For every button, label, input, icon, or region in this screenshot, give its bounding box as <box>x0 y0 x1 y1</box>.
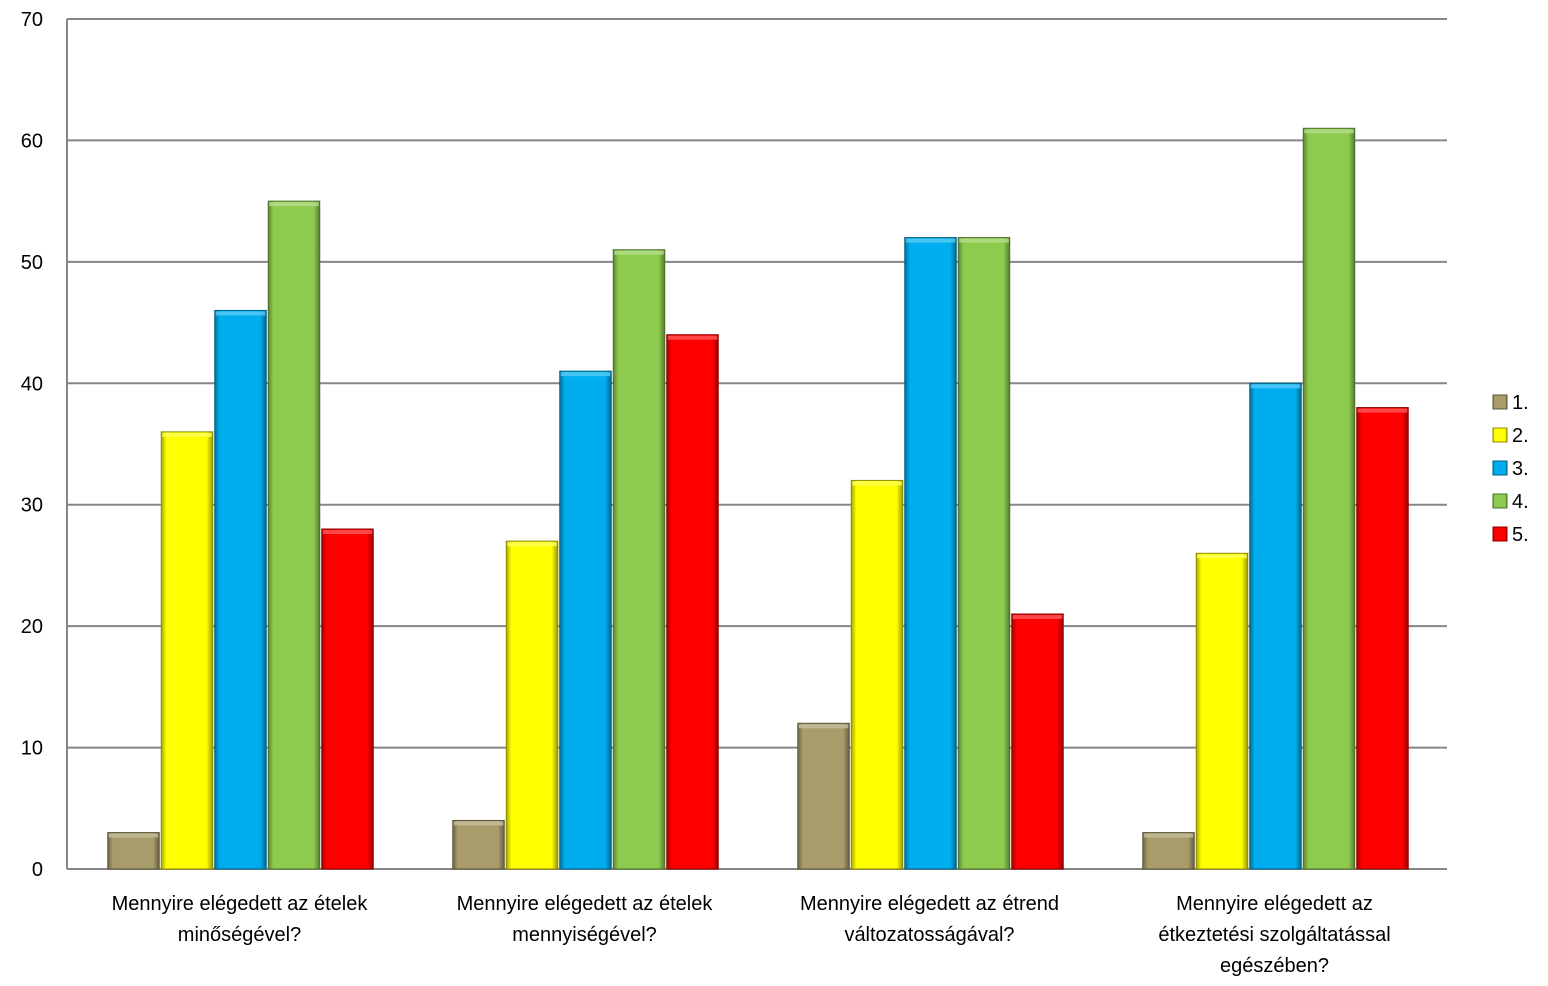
bar <box>559 370 612 870</box>
axis-labels: 0 10 20 30 40 50 60 70 Mennyire elégedett az éte… <box>21 9 1391 977</box>
legend-entry: 1. <box>1492 392 1529 414</box>
bar <box>267 200 321 870</box>
legend: 1. 2. 3. 4. 5. <box>1492 392 1529 546</box>
legend-entry: 4. <box>1492 491 1529 513</box>
bar <box>612 249 666 870</box>
x-tick-label: Mennyire elégedett az ételek minőségével? <box>112 893 369 946</box>
bar <box>1195 552 1249 870</box>
legend-swatch <box>1492 394 1508 410</box>
y-tick-label: 10 <box>21 738 43 760</box>
legend-label: 4. <box>1512 491 1529 513</box>
legend-entry: 3. <box>1492 458 1529 480</box>
y-tick-label: 50 <box>21 252 43 274</box>
x-tick-label: Mennyire elégedett az étkeztetési szolgál… <box>1158 893 1390 977</box>
bar <box>957 237 1011 870</box>
y-tick-label: 60 <box>21 130 43 152</box>
legend-swatch <box>1492 526 1508 542</box>
bars <box>107 127 1409 870</box>
legend-label: 2. <box>1512 425 1529 447</box>
legend-label: 3. <box>1512 458 1529 480</box>
bar <box>505 540 559 870</box>
legend-swatch <box>1492 427 1508 443</box>
legend-swatch <box>1492 493 1508 509</box>
x-tick-label: Mennyire elégedett az étrend változatossá… <box>800 893 1059 946</box>
legend-label: 5. <box>1512 524 1529 546</box>
bar <box>1356 407 1409 870</box>
y-tick-label: 40 <box>21 373 43 395</box>
bar <box>1142 832 1195 870</box>
bar <box>1302 127 1356 870</box>
legend-swatch <box>1492 460 1508 476</box>
legend-entry: 5. <box>1492 524 1529 546</box>
x-tick-label: Mennyire elégedett az ételek mennyiségéve… <box>457 893 714 946</box>
bar <box>321 528 374 870</box>
bar <box>904 237 957 870</box>
bar <box>1249 382 1302 870</box>
bar <box>666 334 719 870</box>
y-tick-label: 0 <box>32 859 43 881</box>
bar <box>1011 613 1064 870</box>
bar <box>160 431 214 870</box>
bar <box>850 479 904 870</box>
y-tick-label: 30 <box>21 495 43 517</box>
bar <box>797 722 850 870</box>
y-tick-label: 20 <box>21 616 43 638</box>
bar <box>214 309 267 870</box>
legend-label: 1. <box>1512 392 1529 414</box>
bar <box>107 832 160 870</box>
y-tick-label: 70 <box>21 9 43 31</box>
bar <box>452 819 505 870</box>
legend-entry: 2. <box>1492 425 1529 447</box>
